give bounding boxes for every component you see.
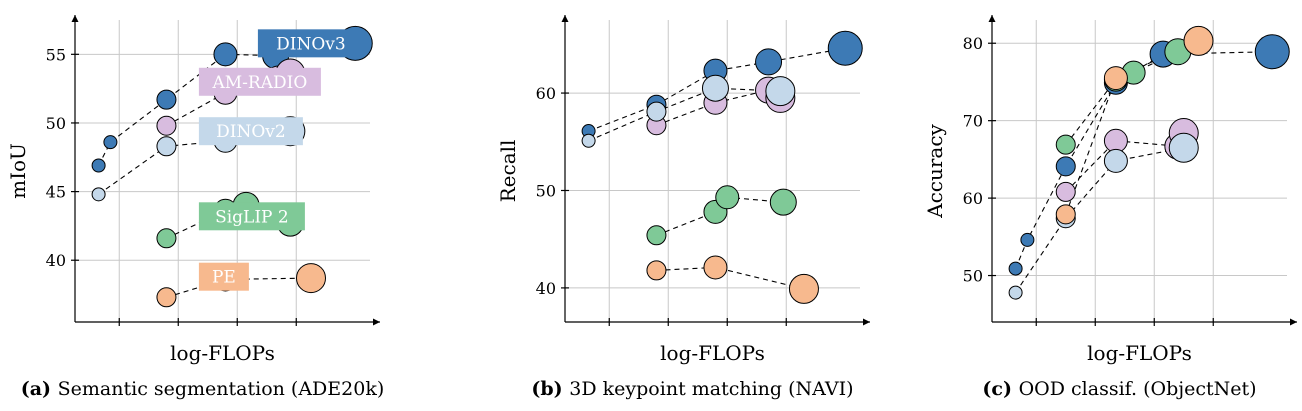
data-point-dinov3: [827, 30, 863, 66]
legend-label-dinov3: DINOv3: [257, 29, 364, 58]
legend-swatch: [198, 67, 321, 96]
panel-caption: (b) 3D keypoint matching (NAVI): [531, 378, 853, 400]
data-point-pe: [703, 255, 728, 280]
x-axis-label: log-FLOPs: [660, 341, 765, 365]
data-point-siglip-2: [715, 185, 740, 210]
data-point-pe: [1183, 25, 1214, 56]
data-point-pe: [1103, 66, 1128, 91]
series-line-pe: [656, 266, 805, 290]
series-line-am-radio: [1065, 132, 1185, 193]
series-line-am-radio: [656, 89, 781, 126]
y-axis-label: mIoU: [6, 143, 30, 199]
legend-swatch: [198, 117, 303, 146]
data-point-dinov2: [701, 74, 729, 102]
y-tick-label: 60: [963, 189, 983, 208]
chart-panel-b: 40 50 60 log-FLOPs Recall (b) 3D keypoint mat…: [496, 15, 870, 400]
data-point-dinov3: [156, 89, 177, 110]
y-axis-label: Accuracy: [923, 123, 947, 218]
data-point-pe: [296, 263, 326, 294]
x-axis-label: log-FLOPs: [170, 341, 275, 365]
data-point-dinov3: [1254, 34, 1290, 70]
y-tick-label: 55: [46, 45, 66, 64]
legend-swatch: [198, 202, 305, 231]
panel-caption: (a) Semantic segmentation (ADE20k): [21, 378, 385, 400]
series-line-dinov3: [1015, 51, 1273, 269]
data-point-dinov3: [755, 48, 783, 76]
data-point-siglip-2: [1055, 134, 1076, 155]
data-point-dinov3: [103, 135, 118, 150]
data-point-dinov3: [1008, 261, 1023, 276]
x-axis-label: log-FLOPs: [1087, 341, 1192, 365]
y-tick-label: 50: [536, 181, 556, 200]
data-point-pe: [646, 260, 667, 281]
x-axis-arrow: [1290, 318, 1297, 326]
x-axis-arrow: [863, 318, 870, 326]
data-point-dinov2: [581, 133, 596, 148]
x-axis-arrow: [373, 318, 380, 326]
y-axis-arrow: [71, 15, 79, 22]
legend-text: SigLIP 2: [215, 207, 289, 227]
data-point-dinov3: [213, 42, 238, 67]
chart-panel-a: 40 45 50 55 log-FLOPs mIoU (a) Semantic segmen…: [6, 15, 384, 400]
data-point-dinov2: [646, 101, 667, 122]
chart-panel-c: 50 60 70 80 log-FLOPs Accuracy (c) OOD classif…: [923, 15, 1297, 400]
y-tick-label: 50: [963, 267, 983, 286]
data-point-pe: [1055, 204, 1076, 225]
y-tick-label: 70: [963, 112, 983, 131]
y-axis-arrow: [561, 15, 569, 22]
legend-label-dinov2: DINOv2: [198, 117, 303, 146]
series-line-dinov2: [588, 87, 781, 142]
panel-caption: (c) OOD classif. (ObjectNet): [982, 378, 1256, 400]
legend-label-am-radio: AM-RADIO: [198, 67, 321, 96]
data-point-dinov2: [1168, 132, 1199, 163]
series-line-dinov2: [1015, 147, 1184, 293]
legend-text: PE: [212, 268, 236, 288]
legend-swatch: [257, 29, 364, 58]
series-line-dinov3: [588, 47, 846, 132]
y-tick-label: 45: [46, 183, 66, 202]
y-tick-label: 80: [963, 34, 983, 53]
data-point-dinov3: [1020, 232, 1035, 247]
legend-label-siglip-2: SigLIP 2: [198, 202, 305, 231]
data-point-siglip-2: [769, 188, 797, 216]
series-line-pe: [166, 277, 312, 298]
legend-label-pe: PE: [198, 262, 249, 291]
data-point-am-radio: [1103, 128, 1128, 153]
legend-text: DINOv3: [276, 34, 346, 54]
data-point-dinov2: [156, 136, 177, 157]
legend-text: DINOv2: [216, 122, 286, 142]
data-point-pe: [156, 287, 177, 308]
data-point-dinov3: [91, 158, 106, 173]
legend-text: AM-RADIO: [212, 73, 308, 93]
data-point-am-radio: [1055, 181, 1076, 202]
y-tick-label: 40: [46, 251, 66, 270]
data-point-dinov3: [1055, 156, 1076, 177]
data-point-dinov2: [91, 187, 106, 202]
y-tick-label: 60: [536, 84, 556, 103]
data-point-dinov2: [765, 76, 796, 107]
data-point-am-radio: [156, 115, 177, 136]
y-tick-label: 40: [536, 279, 556, 298]
y-axis-label: Recall: [496, 140, 520, 203]
data-point-pe: [788, 273, 819, 304]
data-point-siglip-2: [156, 228, 177, 249]
y-axis-arrow: [988, 15, 996, 22]
data-point-dinov2: [1103, 148, 1128, 173]
data-point-siglip-2: [646, 225, 667, 246]
y-tick-label: 50: [46, 114, 66, 133]
data-point-dinov2: [1008, 285, 1023, 300]
legend-swatch: [198, 262, 249, 291]
